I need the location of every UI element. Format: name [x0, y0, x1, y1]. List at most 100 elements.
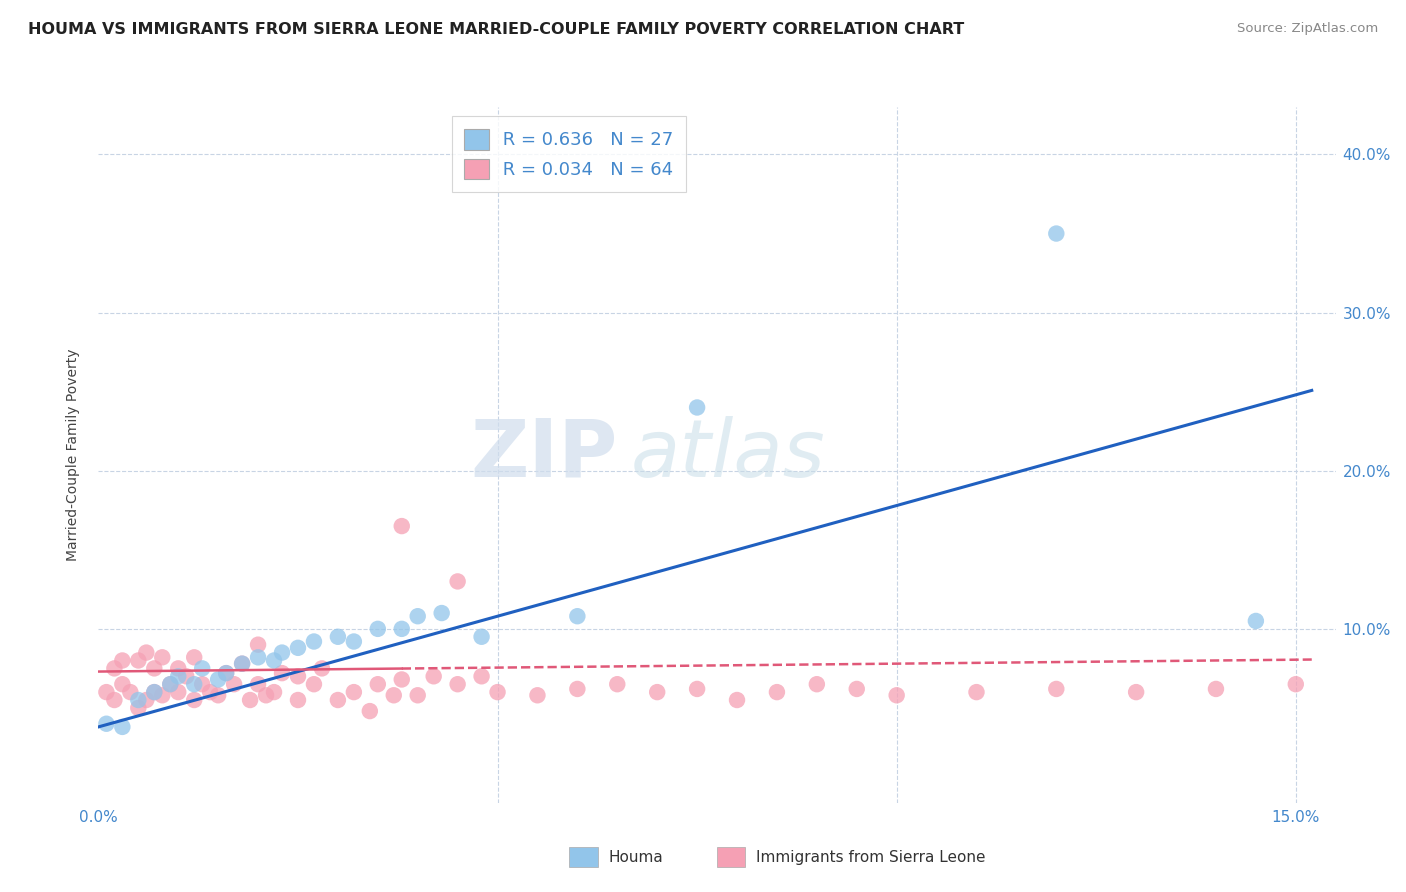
Point: [471, 630, 494, 644]
Point: [271, 646, 294, 660]
Point: [183, 693, 205, 707]
Point: [446, 677, 468, 691]
Point: [167, 661, 190, 675]
Point: [326, 630, 349, 644]
Point: [606, 677, 628, 691]
Point: [1045, 681, 1067, 696]
Point: [263, 653, 285, 667]
Point: [471, 669, 494, 683]
Point: [1285, 677, 1308, 691]
Point: [886, 688, 908, 702]
Point: [446, 574, 468, 589]
Point: [391, 622, 413, 636]
Point: [287, 669, 309, 683]
Point: [207, 688, 229, 702]
Text: Source: ZipAtlas.com: Source: ZipAtlas.com: [1237, 22, 1378, 36]
Point: [103, 693, 125, 707]
Text: ZIP: ZIP: [471, 416, 619, 494]
Point: [143, 685, 166, 699]
Point: [135, 646, 157, 660]
Point: [406, 688, 429, 702]
Text: HOUMA VS IMMIGRANTS FROM SIERRA LEONE MARRIED-COUPLE FAMILY POVERTY CORRELATION : HOUMA VS IMMIGRANTS FROM SIERRA LEONE MA…: [28, 22, 965, 37]
Point: [326, 693, 349, 707]
Point: [127, 701, 149, 715]
Point: [422, 669, 444, 683]
Point: [183, 677, 205, 691]
Point: [391, 673, 413, 687]
Point: [143, 661, 166, 675]
Point: [343, 685, 366, 699]
Point: [159, 677, 181, 691]
Point: [239, 693, 262, 707]
Point: [367, 677, 389, 691]
Point: [135, 693, 157, 707]
Point: [96, 716, 118, 731]
Point: [215, 666, 238, 681]
Point: [111, 720, 134, 734]
Point: [111, 653, 134, 667]
Point: [367, 622, 389, 636]
Point: [167, 685, 190, 699]
Point: [645, 685, 668, 699]
Point: [1205, 681, 1227, 696]
Point: [231, 657, 253, 671]
Point: [1045, 227, 1067, 241]
Point: [183, 650, 205, 665]
Point: [150, 688, 173, 702]
Legend:  R = 0.636   N = 27,  R = 0.034   N = 64: R = 0.636 N = 27, R = 0.034 N = 64: [451, 116, 686, 192]
Point: [287, 640, 309, 655]
Point: [359, 704, 381, 718]
Point: [486, 685, 509, 699]
Text: atlas: atlas: [630, 416, 825, 494]
Point: [103, 661, 125, 675]
Point: [207, 673, 229, 687]
Point: [302, 677, 325, 691]
Point: [287, 693, 309, 707]
Point: [247, 650, 270, 665]
Point: [198, 685, 221, 699]
Point: [430, 606, 453, 620]
Point: [302, 634, 325, 648]
Point: [382, 688, 405, 702]
Point: [224, 677, 246, 691]
Point: [167, 669, 190, 683]
Point: [567, 609, 589, 624]
Point: [215, 666, 238, 681]
Point: [725, 693, 748, 707]
Point: [966, 685, 988, 699]
Point: [1125, 685, 1147, 699]
Point: [686, 401, 709, 415]
Y-axis label: Married-Couple Family Poverty: Married-Couple Family Poverty: [66, 349, 80, 561]
Point: [406, 609, 429, 624]
Point: [191, 661, 214, 675]
Point: [254, 688, 277, 702]
Point: [806, 677, 828, 691]
Point: [766, 685, 789, 699]
Point: [391, 519, 413, 533]
Point: [567, 681, 589, 696]
FancyBboxPatch shape: [569, 847, 598, 867]
FancyBboxPatch shape: [717, 847, 745, 867]
Point: [845, 681, 868, 696]
Point: [143, 685, 166, 699]
Point: [1244, 614, 1267, 628]
Point: [311, 661, 333, 675]
Point: [343, 634, 366, 648]
Point: [111, 677, 134, 691]
Point: [191, 677, 214, 691]
Text: Immigrants from Sierra Leone: Immigrants from Sierra Leone: [756, 850, 986, 864]
Point: [526, 688, 548, 702]
Point: [159, 677, 181, 691]
Point: [150, 650, 173, 665]
Point: [127, 653, 149, 667]
Point: [96, 685, 118, 699]
Point: [247, 677, 270, 691]
Point: [686, 681, 709, 696]
Point: [127, 693, 149, 707]
Point: [263, 685, 285, 699]
Text: Houma: Houma: [609, 850, 664, 864]
Point: [231, 657, 253, 671]
Point: [271, 666, 294, 681]
Point: [120, 685, 142, 699]
Point: [174, 669, 197, 683]
